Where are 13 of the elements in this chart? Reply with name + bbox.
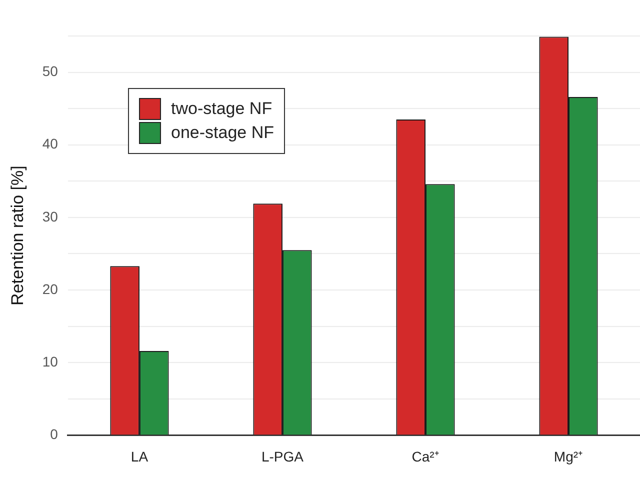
x-tick-label: LA bbox=[130, 448, 149, 464]
y-tick-label: 20 bbox=[42, 280, 58, 297]
y-tick-label: 50 bbox=[42, 63, 58, 80]
x-tick-label: L-PGA bbox=[261, 448, 304, 464]
legend-label: two-stage NF bbox=[171, 99, 272, 119]
y-axis-title: Retention ratio [%] bbox=[8, 166, 27, 306]
legend-label: one-stage NF bbox=[171, 123, 274, 143]
y-tick-label: 30 bbox=[42, 208, 58, 224]
x-tick-label: Ca²⁺ bbox=[412, 448, 440, 464]
y-tick-label: 0 bbox=[50, 426, 58, 442]
y-tick-label: 10 bbox=[42, 353, 58, 370]
y-tick-label: 40 bbox=[42, 136, 58, 152]
x-tick-label: Mg²⁺ bbox=[554, 448, 584, 464]
